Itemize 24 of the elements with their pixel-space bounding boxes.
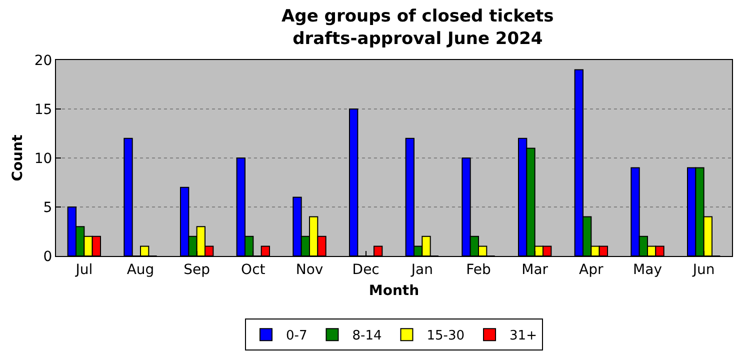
x-tick-label: Mar (522, 262, 548, 278)
legend-label: 31+ (510, 328, 537, 344)
y-tick-label: 5 (43, 200, 52, 216)
legend-label: 15-30 (426, 328, 465, 344)
x-tick-label: Jul (74, 262, 93, 278)
y-tick-label: 0 (43, 248, 52, 265)
legend-label: 0-7 (286, 328, 308, 344)
x-tick-label: Apr (579, 262, 604, 278)
x-tick-label: Aug (126, 262, 154, 278)
y-tick-label: 10 (34, 150, 52, 167)
x-tick-label: Jun (692, 262, 715, 278)
x-tick-label: Jan (410, 262, 433, 278)
y-axis-title: Count (10, 134, 26, 182)
x-axis-title: Month (368, 283, 420, 300)
x-tick-label: Oct (241, 262, 266, 278)
x-tick-label: May (633, 262, 662, 278)
x-tick-label: Sep (184, 262, 210, 278)
x-tick-label: Feb (466, 262, 491, 278)
chart-title: Age groups of closed tickets drafts-approval June 2024 (282, 6, 554, 49)
y-tick-label: 15 (34, 102, 52, 118)
x-tick-label: Nov (296, 262, 324, 278)
x-tick-label: Dec (352, 262, 380, 278)
y-tick-label: 20 (34, 52, 52, 69)
legend-label: 8-14 (352, 328, 382, 344)
